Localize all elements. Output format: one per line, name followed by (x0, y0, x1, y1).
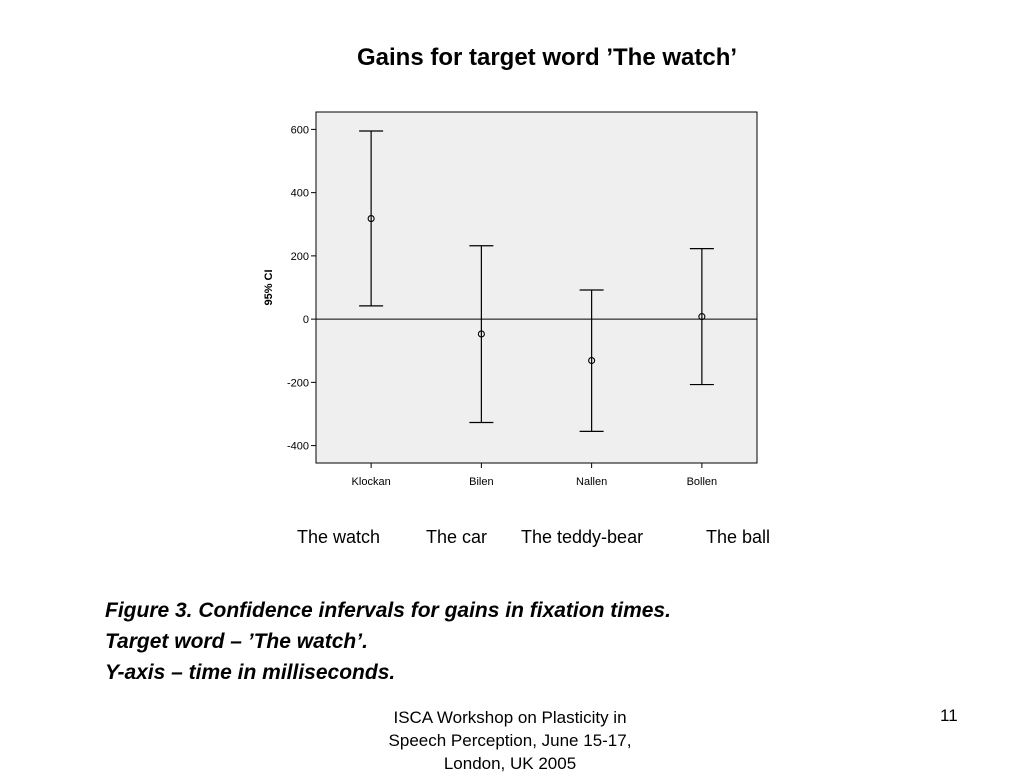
caption-line: Y-axis – time in milliseconds. (105, 661, 396, 684)
x-tick-label: Bilen (469, 476, 493, 488)
y-axis-label: 95% CI (263, 269, 275, 305)
english-label-teddy-bear: The teddy-bear (521, 527, 644, 547)
english-label-ball: The ball (706, 527, 771, 547)
mean-point-bollen (698, 313, 706, 321)
x-tick-label: Bollen (687, 476, 718, 488)
mean-point-bilen (477, 330, 485, 338)
mean-point-nallen (588, 356, 596, 365)
footer-line: ISCA Workshop on Plasticity in (393, 708, 627, 727)
caption-line: Target word – ’The watch’. (105, 630, 368, 653)
x-tick-label: Klockan (352, 476, 391, 488)
y-tick-label: 600 (291, 124, 309, 136)
figure-caption: Figure 3. Confidence infervals for gains… (105, 595, 671, 688)
slide-title: Gains for target word ’The watch’ (356, 44, 738, 71)
footer-line: Speech Perception, June 15-17, (388, 731, 632, 750)
mean-point-klockan (367, 215, 375, 223)
y-tick-label: -200 (287, 377, 309, 389)
y-tick-label: -400 (287, 441, 309, 453)
y-tick-label: 400 (291, 188, 309, 200)
y-tick-label: 200 (291, 251, 309, 263)
english-label-car: The car (426, 527, 488, 547)
x-tick-label: Nallen (576, 476, 607, 488)
plot-area (315, 111, 758, 464)
y-tick-label: 0 (303, 314, 309, 326)
page-number: 11 (940, 706, 958, 725)
footer: ISCA Workshop on Plasticity in Speech Pe… (340, 706, 680, 775)
english-label-watch: The watch (297, 527, 381, 547)
caption-line: Figure 3. Confidence infervals for gains… (105, 599, 671, 622)
footer-line: London, UK 2005 (443, 754, 577, 773)
